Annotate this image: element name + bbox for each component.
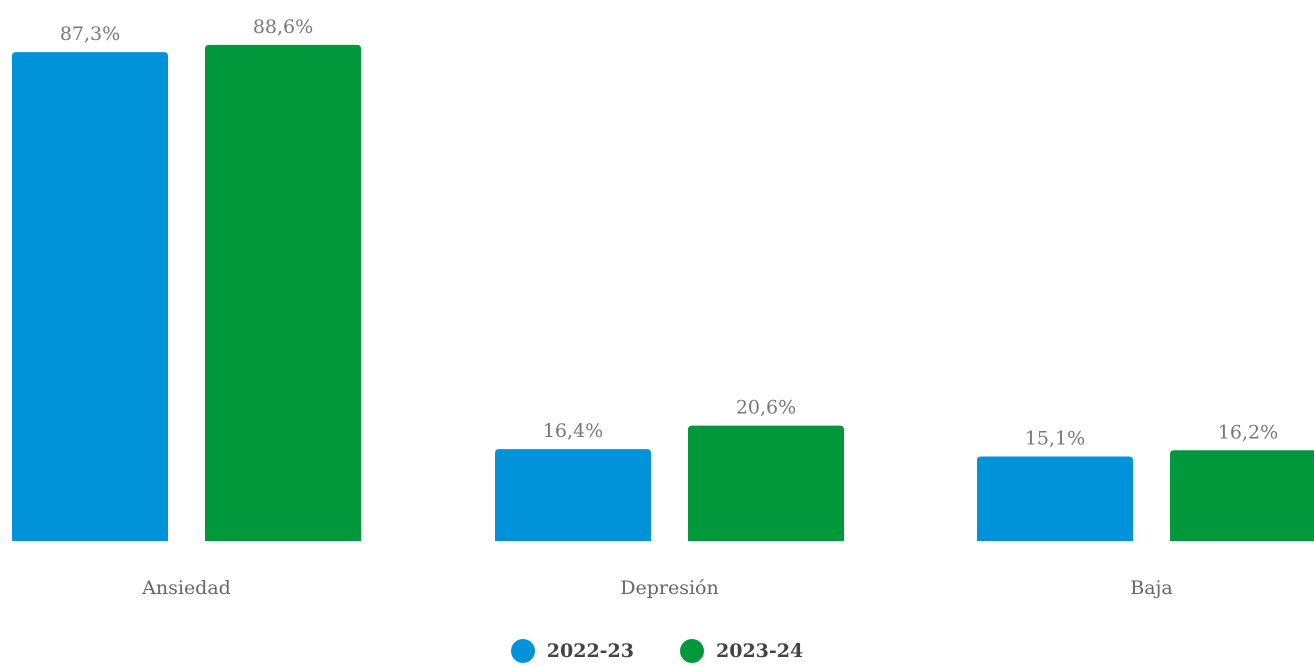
data-label-1-0: 16,4% <box>543 420 603 442</box>
legend-item-series-1: 2022-23 <box>510 639 634 663</box>
category-label-2: Baja <box>1130 577 1173 599</box>
legend-swatch-series-1 <box>510 639 535 663</box>
legend: 2022-23 2023-24 <box>0 636 1314 666</box>
bar-chart: 87,3% 88,6% Ansiedad 16,4% 20,6% Depresión 15,… <box>12 16 1314 599</box>
bar-2-1 <box>1170 450 1314 541</box>
data-label-1-1: 20,6% <box>736 397 796 419</box>
data-label-0-1: 88,6% <box>253 16 313 38</box>
category-label-0: Ansiedad <box>141 577 231 599</box>
data-label-0-0: 87,3% <box>60 23 120 45</box>
bar-0-1 <box>205 44 361 542</box>
bar-2-0 <box>977 456 1133 541</box>
legend-label-series-1: 2022-23 <box>546 640 634 662</box>
bar-0-0 <box>12 52 168 542</box>
legend-item-series-2: 2023-24 <box>680 639 803 663</box>
bar-1-0 <box>495 449 651 541</box>
legend-label-series-2: 2023-24 <box>716 640 804 662</box>
category-label-1: Depresión <box>620 577 718 599</box>
data-label-2-1: 16,2% <box>1218 421 1278 443</box>
legend-swatch-series-2 <box>680 639 704 663</box>
data-label-2-0: 15,1% <box>1025 427 1085 449</box>
bar-1-1 <box>688 425 844 541</box>
